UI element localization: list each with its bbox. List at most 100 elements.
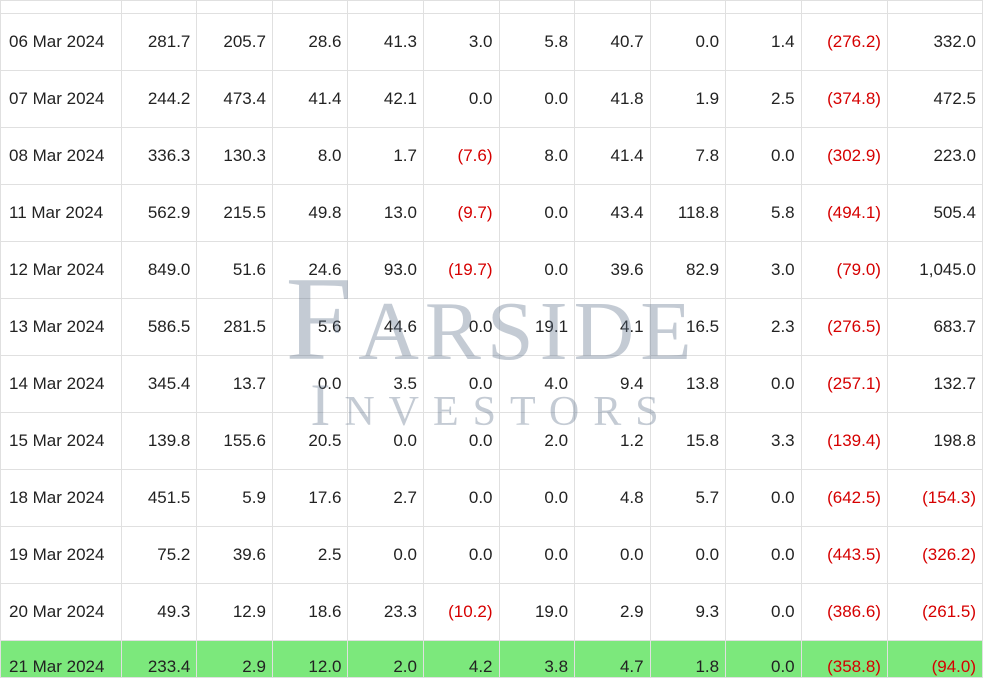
value-cell: (261.5) [887,584,982,641]
value-cell: 13.0 [348,185,424,242]
value-cell: 0.0 [423,527,499,584]
value-cell: 9.4 [575,356,651,413]
value-cell: 9.3 [650,584,726,641]
value-cell: 332.0 [887,14,982,71]
value-cell: 75.2 [121,527,197,584]
value-cell: (94.0) [887,641,982,678]
value-cell: 2.7 [348,470,424,527]
value-cell: 51.6 [197,242,273,299]
value-cell: (302.9) [801,128,887,185]
value-cell: 24.6 [272,242,348,299]
value-cell: 5.8 [499,14,575,71]
value-cell: 42.1 [348,71,424,128]
date-cell: 20 Mar 2024 [1,584,122,641]
value-cell: 41.8 [575,71,651,128]
value-cell: 0.0 [499,71,575,128]
value-cell: 2.5 [272,527,348,584]
value-cell: (443.5) [801,527,887,584]
date-cell: 21 Mar 2024 [1,641,122,678]
value-cell: 44.6 [348,299,424,356]
value-cell: 0.0 [650,527,726,584]
value-cell: 3.0 [726,242,802,299]
value-cell: 1,045.0 [887,242,982,299]
value-cell: 3.5 [348,356,424,413]
value-cell: 244.2 [121,71,197,128]
value-cell: (386.6) [801,584,887,641]
value-cell: 505.4 [887,185,982,242]
value-cell: 0.0 [575,527,651,584]
value-cell: (358.8) [801,641,887,678]
date-cell: 14 Mar 2024 [1,356,122,413]
value-cell: 20.5 [272,413,348,470]
table-row: 14 Mar 2024345.413.70.03.50.04.09.413.80… [1,356,983,413]
table-row: 21 Mar 2024233.42.912.02.04.23.84.71.80.… [1,641,983,678]
value-cell: 0.0 [423,71,499,128]
value-cell: 4.7 [575,641,651,678]
value-cell: 0.0 [650,14,726,71]
value-cell: 155.6 [197,413,273,470]
date-cell: 12 Mar 2024 [1,242,122,299]
value-cell: (374.8) [801,71,887,128]
value-cell: 2.9 [197,641,273,678]
table-row: 11 Mar 2024562.9215.549.813.0(9.7)0.043.… [1,185,983,242]
value-cell: 17.6 [272,470,348,527]
value-cell: 82.9 [650,242,726,299]
value-cell [121,1,197,14]
value-cell: (326.2) [887,527,982,584]
data-table: 06 Mar 2024281.7205.728.641.33.05.840.70… [0,0,983,678]
value-cell: 0.0 [726,356,802,413]
value-cell: 12.9 [197,584,273,641]
value-cell: 43.4 [575,185,651,242]
table-row: 12 Mar 2024849.051.624.693.0(19.7)0.039.… [1,242,983,299]
date-cell: 15 Mar 2024 [1,413,122,470]
table-row: 06 Mar 2024281.7205.728.641.33.05.840.70… [1,14,983,71]
value-cell: 118.8 [650,185,726,242]
table-row: 07 Mar 2024244.2473.441.442.10.00.041.81… [1,71,983,128]
value-cell: 2.3 [726,299,802,356]
value-cell: 1.4 [726,14,802,71]
value-cell [887,1,982,14]
value-cell: 0.0 [348,413,424,470]
value-cell [575,1,651,14]
value-cell: 2.0 [348,641,424,678]
value-cell: 562.9 [121,185,197,242]
value-cell: 40.7 [575,14,651,71]
value-cell: 4.8 [575,470,651,527]
value-cell: 1.9 [650,71,726,128]
value-cell: 41.3 [348,14,424,71]
value-cell: 0.0 [499,185,575,242]
value-cell: 0.0 [499,527,575,584]
value-cell: 4.1 [575,299,651,356]
value-cell: 849.0 [121,242,197,299]
table-row: 08 Mar 2024336.3130.38.01.7(7.6)8.041.47… [1,128,983,185]
value-cell: 28.6 [272,14,348,71]
date-cell: 08 Mar 2024 [1,128,122,185]
value-cell: (139.4) [801,413,887,470]
date-cell: 06 Mar 2024 [1,14,122,71]
table-row [1,1,983,14]
value-cell: (19.7) [423,242,499,299]
value-cell: 2.5 [726,71,802,128]
value-cell: 0.0 [726,527,802,584]
value-cell [348,1,424,14]
value-cell: 7.8 [650,128,726,185]
value-cell: 41.4 [575,128,651,185]
value-cell: 13.7 [197,356,273,413]
value-cell: 49.8 [272,185,348,242]
table-row: 18 Mar 2024451.55.917.62.70.00.04.85.70.… [1,470,983,527]
value-cell: (7.6) [423,128,499,185]
table-row: 20 Mar 202449.312.918.623.3(10.2)19.02.9… [1,584,983,641]
value-cell: 281.7 [121,14,197,71]
value-cell: (276.5) [801,299,887,356]
value-cell: 1.8 [650,641,726,678]
value-cell: 8.0 [499,128,575,185]
value-cell: 205.7 [197,14,273,71]
value-cell: (494.1) [801,185,887,242]
value-cell: 345.4 [121,356,197,413]
value-cell: 0.0 [499,242,575,299]
date-cell: 19 Mar 2024 [1,527,122,584]
value-cell: 19.0 [499,584,575,641]
value-cell: 451.5 [121,470,197,527]
value-cell: 0.0 [726,584,802,641]
value-cell: 281.5 [197,299,273,356]
